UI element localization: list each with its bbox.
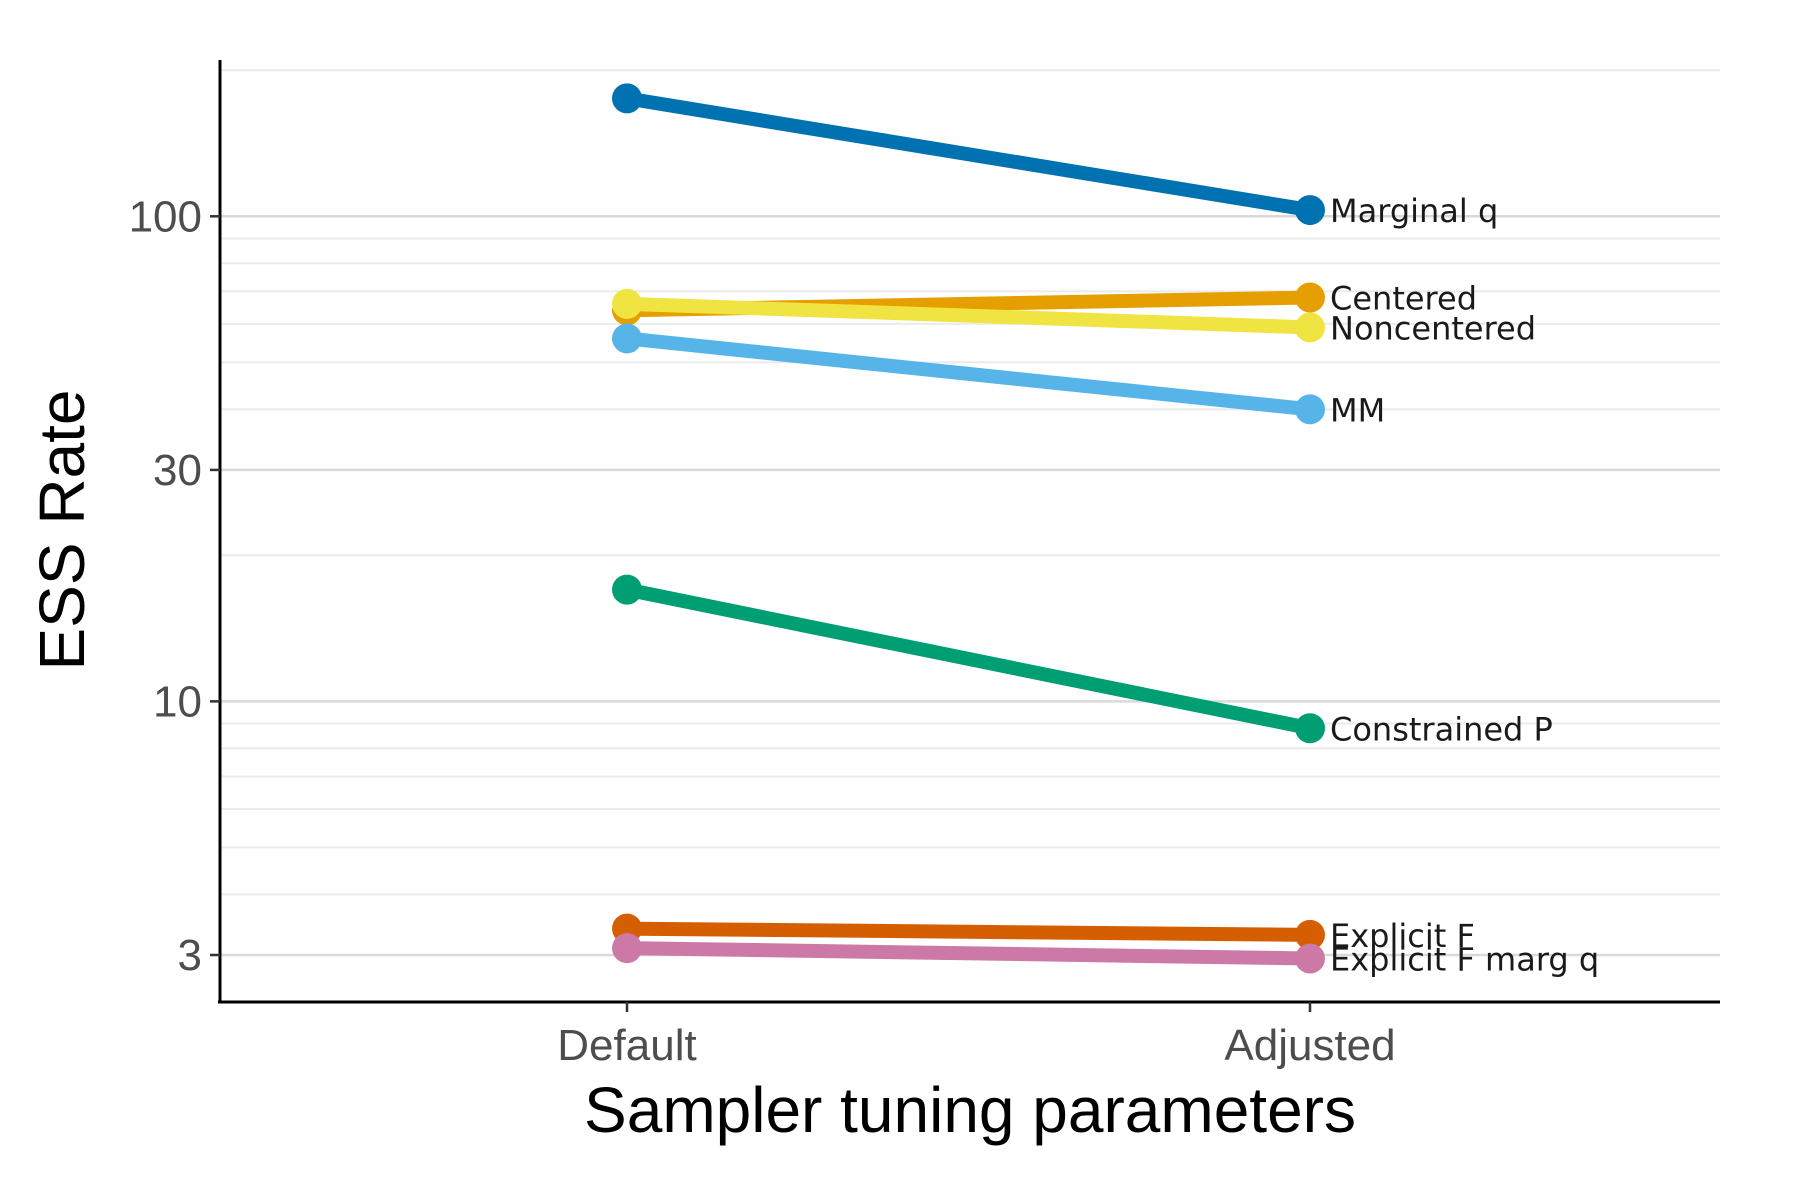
x-tick-label: Default (557, 1021, 696, 1070)
series-explicit-f (612, 913, 1325, 950)
data-point-mm (1295, 394, 1325, 425)
data-point-noncentered (612, 288, 642, 319)
x-tick-label: Adjusted (1224, 1021, 1395, 1070)
data-point-explicit-f-marg-q (612, 933, 642, 964)
series-mm (612, 323, 1325, 425)
series-group (612, 83, 1325, 974)
series-label-explicit-f-marg-q: Explicit F marg q (1330, 941, 1599, 979)
y-tick-label: 100 (129, 192, 202, 241)
series-label-centered: Centered (1330, 280, 1477, 318)
series-label-mm: MM (1330, 391, 1385, 429)
data-point-mm (612, 323, 642, 354)
data-point-marginal-q (1295, 195, 1325, 226)
data-point-noncentered (1295, 312, 1325, 343)
data-point-constrained-p (1295, 713, 1325, 744)
series-line-mm (620, 331, 1317, 417)
data-point-explicit-f-marg-q (1295, 943, 1325, 974)
series-line-explicit-f-marg-q (620, 941, 1317, 966)
x-ticks: Default Adjusted (557, 1002, 1396, 1070)
series-label-constrained-p: Constrained P (1330, 710, 1553, 748)
y-axis-title: ESS Rate (26, 389, 98, 670)
x-axis-title: Sampler tuning parameters (584, 1074, 1356, 1146)
series-explicit-f-marg-q (612, 933, 1325, 974)
y-tick-label: 3 (178, 931, 202, 980)
data-point-constrained-p (612, 574, 642, 605)
series-noncentered (612, 288, 1325, 343)
data-point-centered (1295, 282, 1325, 313)
series-label-explicit-f: Explicit F (1330, 917, 1475, 955)
y-ticks: 3 10 30 100 (129, 192, 220, 980)
series-label-noncentered: Noncentered (1330, 309, 1536, 347)
gridlines (220, 69, 1720, 957)
series-line-marginal-q (620, 91, 1317, 218)
series-line-noncentered (620, 296, 1317, 335)
series-line-constrained-p (620, 582, 1317, 736)
data-point-explicit-f (1295, 919, 1325, 950)
series-marginal-q (612, 83, 1325, 226)
y-tick-label: 10 (153, 677, 202, 726)
series-line-explicit-f (620, 921, 1317, 942)
data-point-marginal-q (612, 83, 642, 114)
series-constrained-p (612, 574, 1325, 744)
y-tick-label: 30 (153, 446, 202, 495)
series-label-marginal-q: Marginal q (1330, 192, 1498, 230)
